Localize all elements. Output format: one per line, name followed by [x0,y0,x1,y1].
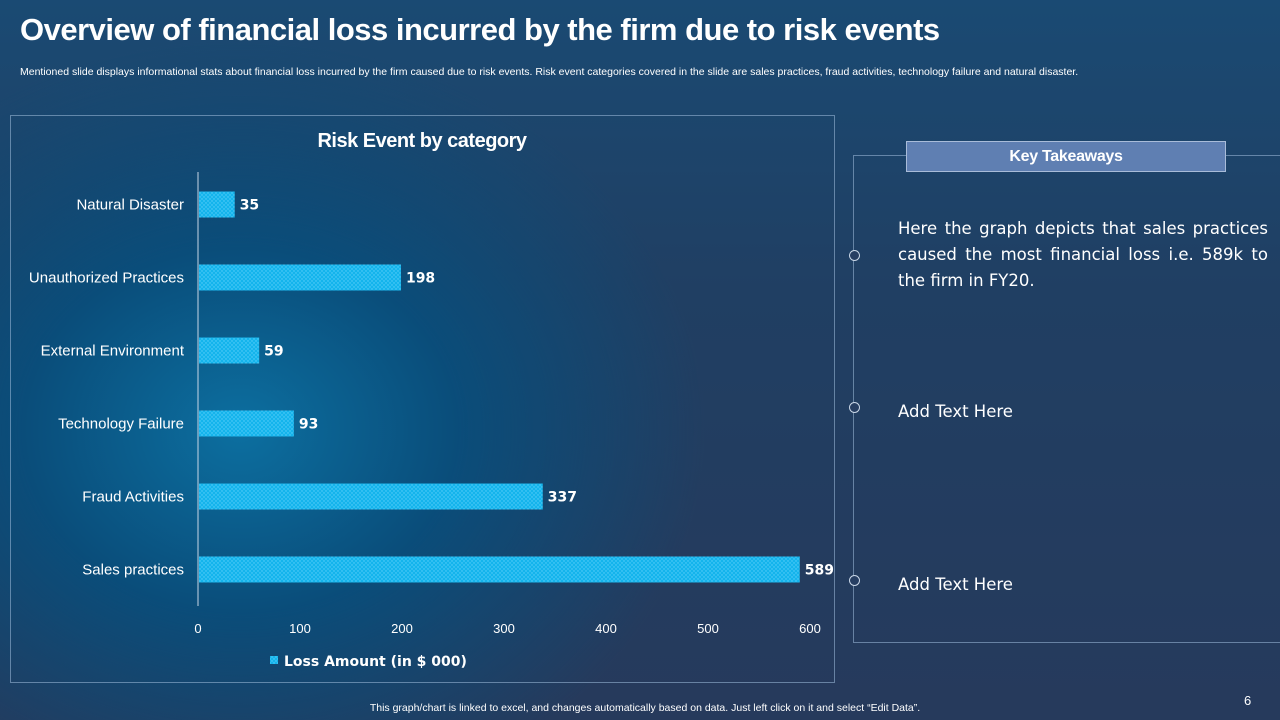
slide-subtitle: Mentioned slide displays informational s… [20,66,1079,78]
data-label: 93 [299,417,318,433]
category-label: Fraud Activities [82,489,184,506]
takeaway-bullet-icon [849,250,860,261]
category-label: Sales practices [82,562,184,579]
legend: Loss Amount (in $ 000) [270,654,467,670]
legend-swatch [270,656,278,664]
takeaway-text-2[interactable]: Add Text Here [898,402,1013,421]
takeaway-bullet-icon [849,402,860,413]
chart-title: Risk Event by category [317,130,527,152]
slide-title: Overview of financial loss incurred by t… [20,12,940,47]
x-tick-label: 400 [595,621,617,636]
data-label: 589 [805,563,834,579]
legend-label: Loss Amount (in $ 000) [284,654,467,670]
bar-chart: Risk Event by category Natural Disaster U… [29,130,834,670]
x-tick-label: 500 [697,621,719,636]
bar[interactable] [199,410,294,437]
x-tick-label: 100 [289,621,311,636]
category-label: Unauthorized Practices [29,270,184,287]
x-tick-label: 300 [493,621,515,636]
data-label: 35 [240,198,259,214]
category-label: Technology Failure [58,416,184,433]
category-label: Natural Disaster [76,197,184,214]
key-takeaways-header: Key Takeaways [906,141,1226,172]
chart-panel[interactable]: Risk Event by category Natural Disaster U… [10,115,835,683]
bar[interactable] [199,337,260,364]
takeaway-text-3[interactable]: Add Text Here [898,575,1013,594]
takeaway-bullet-icon [849,575,860,586]
data-label: 59 [264,344,283,360]
bar[interactable] [199,483,543,510]
page-number: 6 [1244,693,1252,708]
data-label: 337 [548,490,577,506]
x-tick-label: 200 [391,621,413,636]
data-label: 198 [406,271,435,287]
bar[interactable] [199,264,401,291]
takeaway-text-1[interactable]: Here the graph depicts that sales practi… [898,219,1268,290]
x-tick-label: 0 [194,621,201,636]
bar[interactable] [199,556,800,583]
x-tick-label: 600 [799,621,821,636]
bar[interactable] [199,191,235,218]
category-label: External Environment [41,343,185,360]
footer-note: This graph/chart is linked to excel, and… [369,702,921,714]
